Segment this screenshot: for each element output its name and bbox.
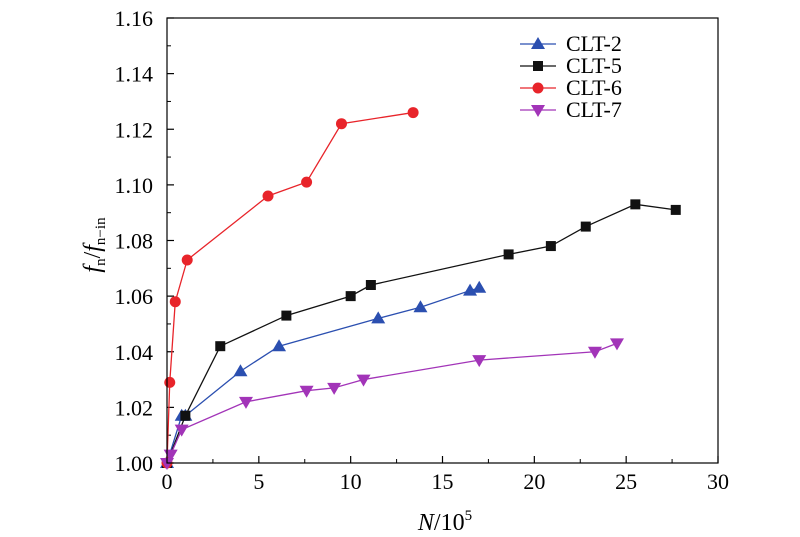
series-line — [166, 203, 676, 464]
x-tick-label: 15 — [432, 469, 454, 494]
legend-label: CLT-7 — [566, 97, 622, 122]
data-point — [472, 280, 487, 293]
series-clt-2 — [160, 280, 487, 468]
legend-item: CLT-5 — [520, 53, 622, 78]
legend-label: CLT-6 — [566, 75, 622, 100]
data-point — [503, 249, 514, 260]
data-point — [164, 376, 176, 388]
y-tick-label: 1.00 — [115, 451, 154, 476]
x-axis-unit: /10 — [434, 510, 465, 536]
data-point — [630, 199, 641, 210]
legend-marker — [532, 82, 544, 94]
data-point — [327, 382, 342, 395]
series-line — [166, 111, 414, 464]
legend-label: CLT-2 — [566, 31, 622, 56]
x-axis-var: N — [417, 510, 436, 536]
ticks: 0 5 10 15 20 25 30 1.00 1.02 1.04 1.06 1.08 1.10 1.12… — [115, 6, 730, 494]
x-axis-exp: 5 — [465, 508, 473, 524]
series-clt-7 — [160, 338, 624, 470]
data-point — [301, 176, 313, 188]
data-point — [371, 311, 386, 324]
data-point — [609, 338, 624, 351]
legend-item: CLT-2 — [520, 31, 622, 56]
legend-marker — [531, 37, 545, 49]
data-point — [281, 310, 292, 321]
data-point — [580, 221, 591, 232]
x-tick-label: 5 — [253, 469, 264, 494]
data-point — [238, 396, 253, 409]
data-point — [365, 280, 376, 290]
y-tick-label: 1.02 — [115, 395, 154, 420]
data-point — [233, 364, 248, 377]
data-point — [169, 296, 181, 308]
data-point — [356, 374, 371, 387]
series-group — [160, 107, 681, 470]
data-point — [670, 204, 681, 215]
y-axis-sub1: n — [93, 258, 109, 266]
data-point — [407, 107, 419, 119]
y-tick-label: 1.08 — [115, 229, 154, 254]
y-axis-slash: / — [80, 251, 106, 258]
series-clt-6 — [161, 107, 419, 469]
data-point — [181, 254, 193, 266]
data-point — [272, 339, 287, 352]
y-axis-sub2: n−in — [93, 217, 109, 245]
x-tick-label: 10 — [340, 469, 362, 494]
y-axis-f2: f — [80, 242, 106, 252]
x-tick-label: 30 — [707, 469, 729, 494]
y-tick-label: 1.04 — [115, 340, 154, 365]
data-point — [180, 410, 191, 421]
legend-marker — [533, 61, 543, 71]
x-tick-label: 0 — [162, 469, 173, 494]
legend-item: CLT-7 — [520, 97, 622, 122]
series-line — [166, 342, 618, 464]
data-point — [413, 300, 428, 313]
x-tick-label: 25 — [615, 469, 637, 494]
data-point — [299, 385, 314, 398]
y-axis-f1: f — [80, 263, 106, 273]
data-point — [215, 341, 226, 352]
y-tick-label: 1.12 — [115, 117, 154, 142]
series-clt-5 — [162, 199, 681, 468]
y-tick-label: 1.14 — [115, 62, 154, 87]
data-point — [545, 241, 556, 252]
plot-frame — [166, 17, 719, 464]
series-line — [166, 287, 480, 464]
legend-item: CLT-6 — [520, 75, 622, 100]
y-axis-title: fn/fn−in — [80, 217, 109, 273]
data-point — [174, 424, 189, 437]
data-point — [472, 355, 487, 368]
x-tick-label: 20 — [523, 469, 545, 494]
y-tick-label: 1.10 — [115, 173, 154, 198]
legend-marker — [531, 105, 545, 117]
data-point — [335, 118, 347, 130]
x-axis-title: N/105 — [417, 508, 472, 536]
legend-label: CLT-5 — [566, 53, 622, 78]
y-tick-label: 1.16 — [115, 6, 154, 31]
y-tick-label: 1.06 — [115, 284, 154, 309]
data-point — [262, 190, 274, 202]
data-point — [345, 291, 356, 302]
data-point — [587, 346, 602, 359]
